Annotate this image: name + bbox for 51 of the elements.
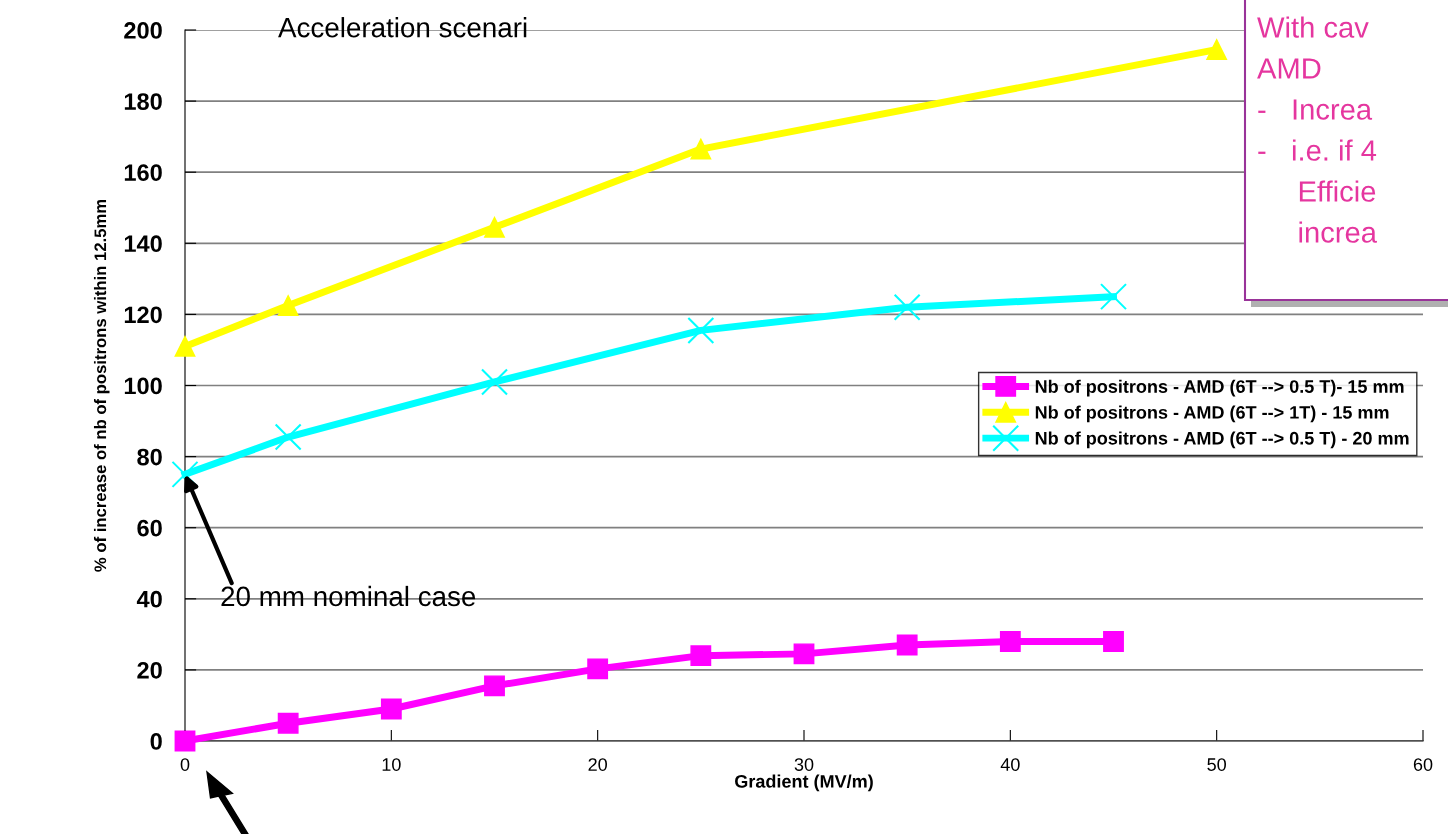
point: [793, 643, 815, 665]
annotation: With cav: [1257, 16, 1369, 38]
x-axis-title: Gradient (MV/m): [735, 774, 873, 792]
point: [484, 216, 505, 238]
y-tick-label: 100: [124, 377, 162, 395]
annotation: AMD: [1257, 58, 1321, 79]
point: [687, 316, 715, 344]
point: [893, 293, 921, 321]
y-tick-label: 120: [124, 306, 162, 324]
x-tick-label: 40: [1000, 758, 1020, 771]
y-tick-label: 140: [124, 235, 162, 253]
y-tick-label: 80: [137, 448, 162, 466]
point: [480, 368, 509, 396]
y-tick-label: 0: [150, 733, 162, 750]
point: [1103, 631, 1124, 652]
point: [274, 423, 302, 451]
x-tick-label: 0: [180, 758, 190, 771]
point: [690, 138, 712, 160]
y-tick-label: 60: [137, 519, 162, 537]
annotation: Acceleration scenari: [278, 17, 527, 38]
point: [896, 634, 918, 656]
annotation: - i.e. if 4: [1258, 139, 1377, 161]
point: [1206, 39, 1228, 60]
point: [277, 295, 299, 316]
annotation: increa: [1299, 221, 1377, 243]
y-tick-label: 200: [124, 22, 162, 39]
point: [484, 675, 505, 697]
point: [174, 335, 196, 357]
x-tick-label: 10: [382, 758, 401, 771]
x-tick-label: 60: [1413, 758, 1433, 771]
y-tick-label: 40: [136, 590, 162, 608]
legend-label: Nb of positrons - AMD (6T --> 1T) - 15 mm: [1035, 405, 1389, 423]
point: [587, 658, 609, 680]
annotation: Efficie: [1299, 180, 1376, 202]
y-tick-label: 180: [124, 93, 162, 110]
point: [999, 631, 1021, 652]
x-tick-label: 50: [1207, 758, 1226, 771]
annotation: 20 mm nominal case: [221, 585, 476, 607]
legend-label: Nb of positrons - AMD (6T --> 0.5 T)- 15 mm: [1035, 379, 1404, 397]
y-tick-label: 160: [124, 164, 162, 181]
point: [380, 698, 402, 720]
legend-label: Nb of positrons - AMD (6T --> 0.5 T) - 20 mm: [1035, 431, 1409, 449]
x-tick-label: 30: [794, 758, 814, 771]
y-axis-title: % of increase of nb of positrons within 12.5mm: [93, 199, 110, 572]
point: [690, 645, 712, 667]
annotation: - Increa: [1258, 99, 1373, 120]
x-tick-label: 20: [588, 758, 607, 771]
point: [1099, 283, 1128, 311]
point: [171, 460, 199, 488]
point: [277, 712, 299, 734]
y-tick-label: 20: [137, 661, 162, 679]
